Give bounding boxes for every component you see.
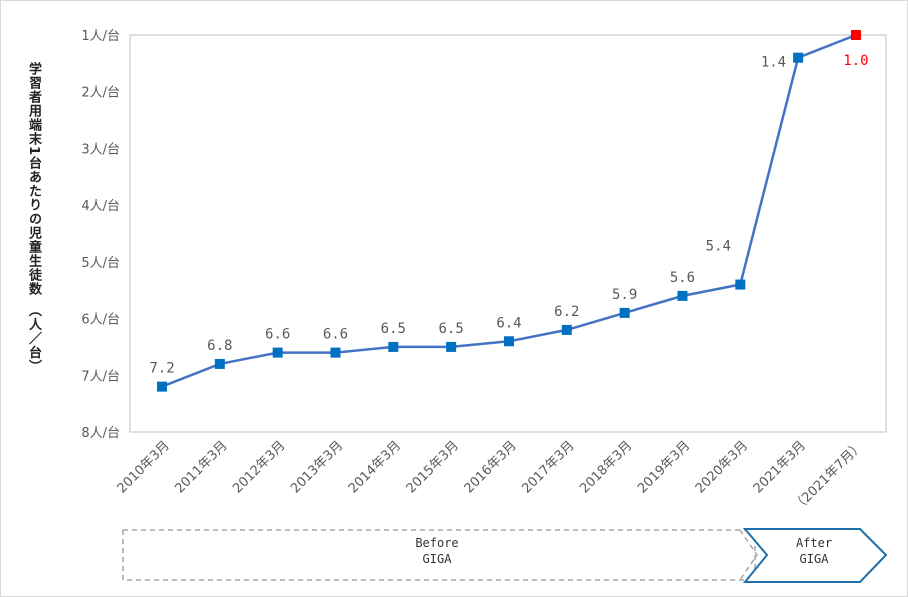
- x-tick-label: 2014年3月: [346, 438, 404, 496]
- y-tick-label: 3人/台: [81, 142, 120, 157]
- data-point-marker: [561, 324, 572, 335]
- data-point-marker: [388, 341, 399, 352]
- data-point-marker: [214, 358, 225, 369]
- x-tick-label: 2019年3月: [635, 438, 693, 496]
- data-point-marker: [619, 307, 630, 318]
- x-tick-label: 2015年3月: [404, 438, 462, 496]
- y-tick-label: 4人/台: [81, 199, 120, 214]
- data-label: 6.2: [554, 304, 579, 320]
- data-point-marker: [157, 381, 167, 392]
- before-giga-box: [122, 529, 756, 581]
- data-label: 5.4: [706, 239, 731, 255]
- data-label: 1.0: [843, 53, 868, 69]
- y-tick-label: 1人/台: [81, 29, 120, 44]
- y-tick-label: 5人/台: [81, 256, 120, 271]
- x-tick-label: 2012年3月: [230, 438, 288, 496]
- data-label: 6.8: [207, 338, 232, 354]
- data-point-marker: [677, 290, 688, 301]
- y-tick-label: 8人/台: [81, 426, 120, 441]
- x-tick-label: 2010年3月: [115, 438, 173, 496]
- x-tick-label: 2013年3月: [288, 438, 346, 496]
- data-point-marker: [446, 341, 457, 352]
- x-tick-label: 2021年3月: [751, 438, 809, 496]
- x-tick-label: 2018年3月: [577, 438, 635, 496]
- data-label: 7.2: [149, 361, 174, 377]
- y-tick-label: 7人/台: [81, 369, 120, 384]
- data-label: 5.9: [612, 287, 637, 303]
- after-giga-chevron: [742, 528, 888, 583]
- data-point-marker: [793, 52, 804, 63]
- x-tick-label: 2020年3月: [693, 438, 751, 496]
- data-label: 6.6: [323, 327, 348, 343]
- before-giga-arrow: [739, 529, 758, 581]
- x-tick-label: 2017年3月: [519, 438, 577, 496]
- after-giga-label: GIGA: [800, 552, 830, 566]
- before-giga-label: GIGA: [423, 552, 453, 566]
- before-giga-label: Before: [415, 536, 458, 550]
- data-label: 6.6: [265, 327, 290, 343]
- data-point-marker: [850, 30, 861, 40]
- data-point-marker: [503, 336, 514, 347]
- x-tick-label: 2016年3月: [462, 438, 520, 496]
- x-tick-label: 2011年3月: [172, 438, 230, 496]
- data-label: 1.4: [761, 55, 786, 71]
- data-label: 6.5: [381, 321, 406, 337]
- plot-area: [129, 34, 887, 433]
- y-tick-label: 2人/台: [81, 86, 120, 101]
- after-giga-label: After: [796, 536, 832, 550]
- y-axis-label: 学習者用端末1台あたりの児童生徒数 （人／台）: [26, 62, 41, 374]
- data-label: 6.4: [496, 315, 521, 331]
- data-point-marker: [272, 347, 283, 358]
- data-point-marker: [735, 279, 746, 290]
- data-label: 6.5: [439, 321, 464, 337]
- data-point-marker: [330, 347, 341, 358]
- y-tick-label: 6人/台: [81, 313, 120, 328]
- data-label: 5.6: [670, 270, 695, 286]
